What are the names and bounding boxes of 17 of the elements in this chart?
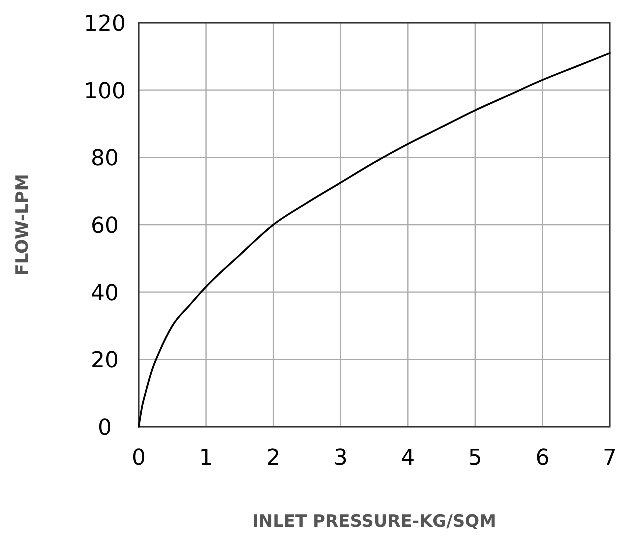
x-tick-label: 5: [468, 446, 482, 471]
y-tick-label: 120: [84, 12, 126, 37]
x-axis-title: INLET PRESSURE-KG/SQM: [252, 512, 496, 532]
y-tick-label: 60: [91, 214, 119, 239]
x-tick-label: 0: [132, 446, 146, 471]
x-tick-label: 1: [199, 446, 214, 471]
y-tick-label: 20: [91, 348, 119, 374]
x-tick-label: 7: [603, 446, 617, 471]
y-tick-label: 80: [91, 146, 119, 172]
y-axis-title: FLOW-LPM: [13, 174, 33, 276]
x-tick-label: 3: [334, 446, 348, 471]
x-tick-label: 6: [536, 446, 550, 471]
y-tick-label: 100: [84, 79, 126, 104]
x-tick-label: 2: [266, 446, 281, 471]
y-tick-label: 40: [91, 281, 119, 306]
x-tick-label: 4: [401, 446, 416, 471]
y-tick-label: 0: [98, 416, 112, 441]
